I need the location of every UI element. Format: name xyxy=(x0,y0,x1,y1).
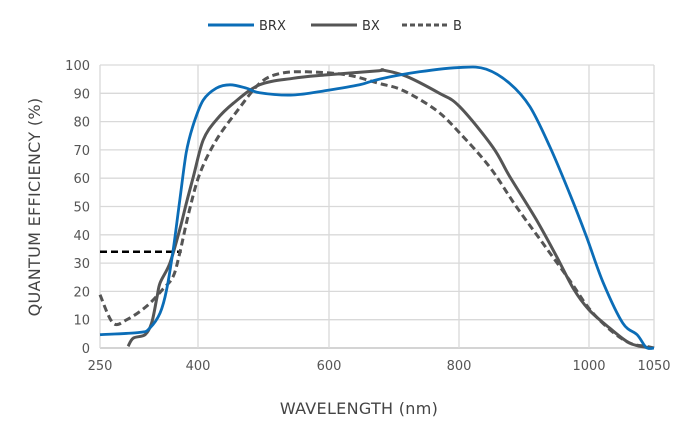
x-tick-label: 400 xyxy=(186,359,211,374)
x-tick-label: 1050 xyxy=(637,359,670,374)
legend-label-brx: BRX xyxy=(259,19,286,34)
y-tick-label: 80 xyxy=(73,116,90,131)
x-tick-label: 250 xyxy=(88,359,113,374)
y-tick-label: 40 xyxy=(73,229,90,244)
y-tick-label: 100 xyxy=(65,59,90,74)
y-tick-label: 30 xyxy=(73,257,90,272)
series-line-brx xyxy=(99,65,655,350)
y-tick-label: 10 xyxy=(73,314,90,329)
y-tick-label: 50 xyxy=(73,201,90,216)
axis-ticks: 0 10 20 30 40 50 60 70 80 90 100 250 400 600 800 1000 10… xyxy=(65,59,670,374)
x-tick-label: 600 xyxy=(317,359,342,374)
x-axis-label: WAVELENGTH (nm) xyxy=(280,399,438,418)
legend-label-bx: BX xyxy=(362,19,380,34)
series-line-bx xyxy=(126,68,655,350)
y-tick-label: 60 xyxy=(73,172,90,187)
legend: BRX BX B xyxy=(208,19,462,34)
x-tick-label: 800 xyxy=(447,359,472,374)
grid xyxy=(99,64,655,349)
x-tick-label: 1000 xyxy=(572,359,605,374)
y-tick-label: 90 xyxy=(73,87,90,102)
series-line-b xyxy=(98,70,655,350)
y-tick-label: 20 xyxy=(73,285,90,300)
series-lines xyxy=(98,65,655,350)
y-tick-label: 0 xyxy=(82,342,90,357)
legend-label-b: B xyxy=(453,19,462,34)
y-tick-label: 70 xyxy=(73,144,90,159)
y-axis-label: QUANTUM EFFICIENCY (%) xyxy=(25,98,44,317)
